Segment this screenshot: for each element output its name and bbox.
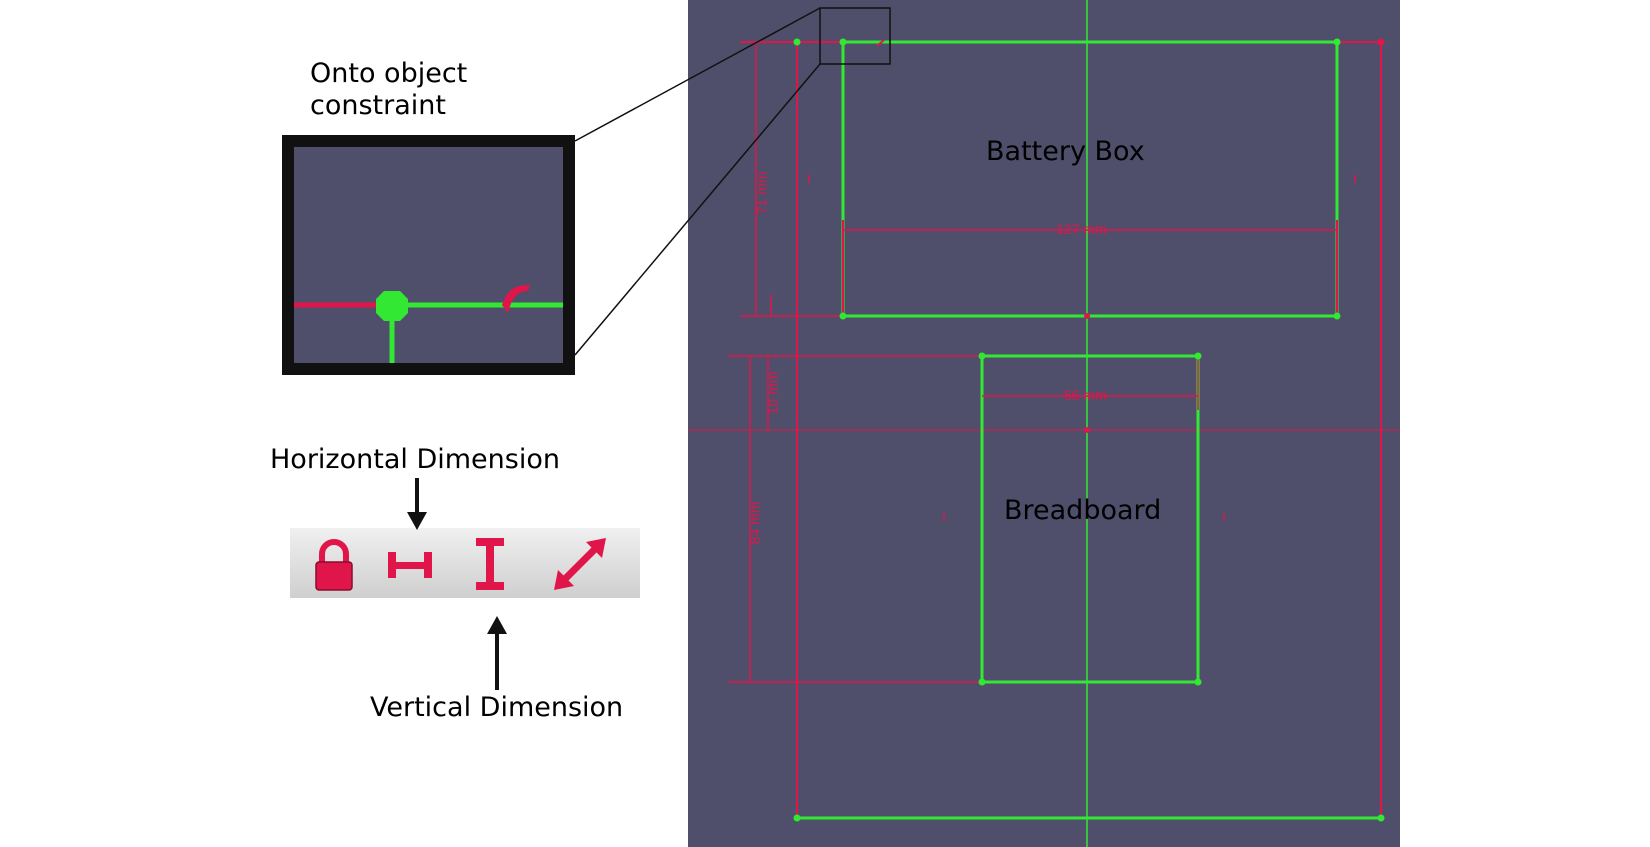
battery-box-label: Battery Box	[986, 136, 1145, 167]
onto-object-constraint-label: Onto object constraint	[310, 58, 468, 122]
sketch-viewport[interactable]: Battery Box Breadboard 127 mm 56 mm 71 m…	[688, 0, 1400, 847]
dim-10-text: 10 mm	[764, 371, 781, 415]
horizontal-dimension-label: Horizontal Dimension	[270, 444, 560, 475]
dim-71-text: 71 mm	[753, 171, 770, 215]
zoom-point-marker	[376, 291, 408, 321]
onto-object-constraint-icon	[502, 285, 530, 313]
dim-84-text: 84 mm	[746, 501, 763, 545]
dim-127-text: 127 mm	[1056, 221, 1107, 237]
vertical-dimension-icon[interactable]	[462, 536, 518, 592]
breadboard-label: Breadboard	[1004, 495, 1162, 526]
lock-icon[interactable]	[306, 536, 362, 592]
distance-dimension-icon[interactable]	[552, 536, 608, 592]
battery-box-rectangle	[841, 40, 1339, 318]
zoomed-detail-drawing	[294, 285, 563, 363]
horizontal-dimension-icon[interactable]	[382, 536, 438, 592]
vertical-dimension-label: Vertical Dimension	[370, 692, 624, 723]
breadboard-rectangle	[980, 354, 1200, 684]
zoomed-detail-box	[282, 135, 575, 375]
dim-56-text: 56 mm	[1064, 387, 1107, 403]
constraint-toolbar	[290, 528, 640, 598]
sketch-canvas[interactable]	[688, 0, 1400, 847]
